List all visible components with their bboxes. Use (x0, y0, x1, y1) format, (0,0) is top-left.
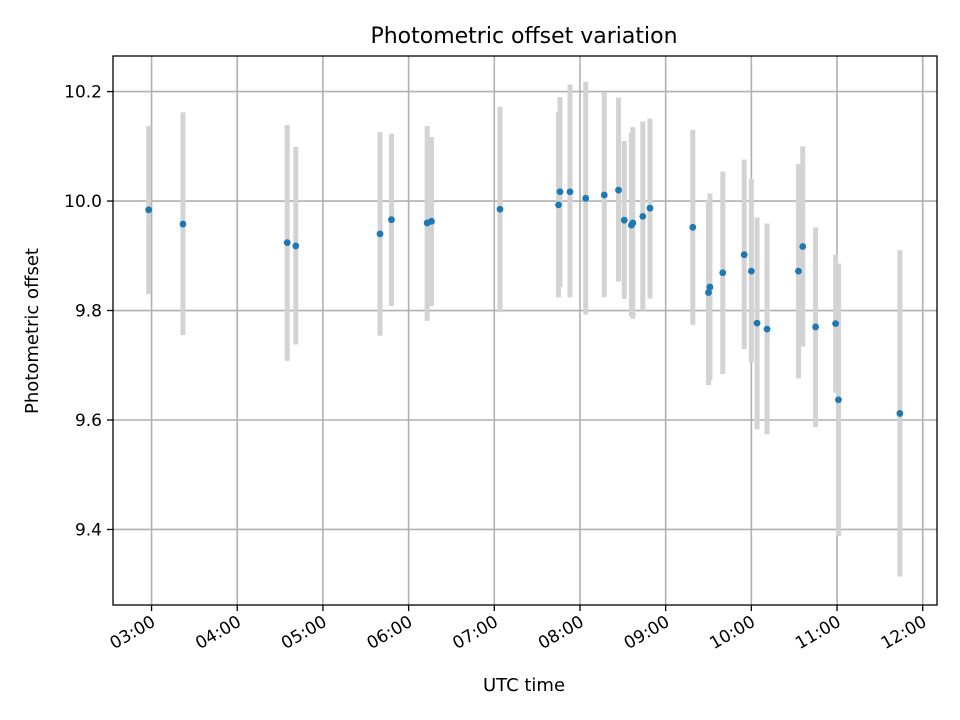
data-point (763, 325, 771, 333)
data-point (639, 212, 647, 220)
data-point (556, 188, 564, 196)
data-point (292, 242, 300, 250)
y-tick-label: 10.2 (64, 83, 102, 103)
data-point (835, 396, 842, 404)
y-tick-label: 9.6 (75, 411, 102, 431)
data-point (615, 186, 622, 194)
x-tick-label: 10:00 (706, 612, 758, 654)
data-point (795, 267, 802, 275)
data-point (428, 217, 435, 225)
x-tick-label: 09:00 (621, 612, 673, 654)
x-axis-label: UTC time (483, 675, 565, 696)
data-point (145, 206, 153, 214)
x-tick-label: 12:00 (878, 612, 930, 654)
data-point (705, 289, 712, 296)
data-point (283, 239, 291, 247)
x-tick-label: 04:00 (192, 612, 244, 654)
x-axis: 03:00 04:00 05:00 06:00 07:00 08:00 09:00 10:00… (107, 605, 930, 654)
y-axis: 9.4 9.6 9.8 10.0 10.2 (64, 83, 113, 540)
point-layer (145, 186, 904, 417)
errorbar-layer (146, 81, 903, 577)
x-tick-label: 08:00 (535, 612, 587, 654)
data-point (812, 323, 820, 331)
data-point (646, 204, 654, 212)
y-tick-label: 9.8 (75, 302, 102, 322)
data-point (566, 188, 574, 196)
data-point (799, 243, 807, 250)
x-tick-label: 05:00 (278, 612, 330, 654)
data-point (740, 251, 748, 259)
data-point (376, 230, 384, 238)
chart-title: Photometric offset variation (370, 24, 677, 49)
y-axis-label: Photometric offset (22, 248, 43, 414)
data-point (496, 205, 504, 213)
data-point (555, 201, 562, 209)
data-point (747, 267, 755, 275)
data-point (896, 410, 904, 417)
data-point (719, 269, 727, 277)
y-tick-label: 10.0 (64, 192, 102, 212)
data-point (620, 216, 628, 224)
x-tick-label: 07:00 (449, 612, 501, 654)
data-point (706, 283, 714, 291)
y-tick-label: 9.4 (75, 520, 102, 540)
x-tick-label: 06:00 (364, 612, 416, 654)
data-point (753, 319, 761, 327)
data-point (832, 320, 840, 328)
x-tick-label: 03:00 (107, 612, 159, 654)
x-tick-label: 11:00 (792, 612, 844, 654)
plot-frame (112, 55, 938, 606)
data-point (179, 220, 187, 228)
data-point (388, 216, 395, 224)
data-point (689, 223, 697, 231)
data-point (629, 219, 637, 227)
data-point (582, 194, 590, 202)
data-point (600, 191, 608, 199)
